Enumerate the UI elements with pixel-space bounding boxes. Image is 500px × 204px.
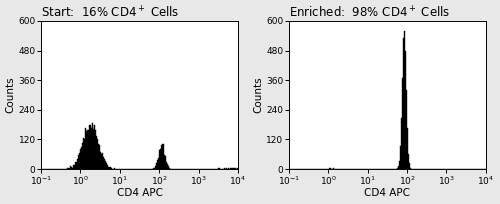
Polygon shape — [285, 31, 489, 169]
Text: Enriched:  98% CD4$^+$ Cells: Enriched: 98% CD4$^+$ Cells — [289, 6, 450, 21]
Y-axis label: Counts: Counts — [6, 77, 16, 113]
X-axis label: CD4 APC: CD4 APC — [364, 188, 410, 198]
Y-axis label: Counts: Counts — [254, 77, 264, 113]
Text: Start:  16% CD4$^+$ Cells: Start: 16% CD4$^+$ Cells — [41, 6, 179, 21]
Polygon shape — [38, 123, 241, 169]
X-axis label: CD4 APC: CD4 APC — [116, 188, 162, 198]
